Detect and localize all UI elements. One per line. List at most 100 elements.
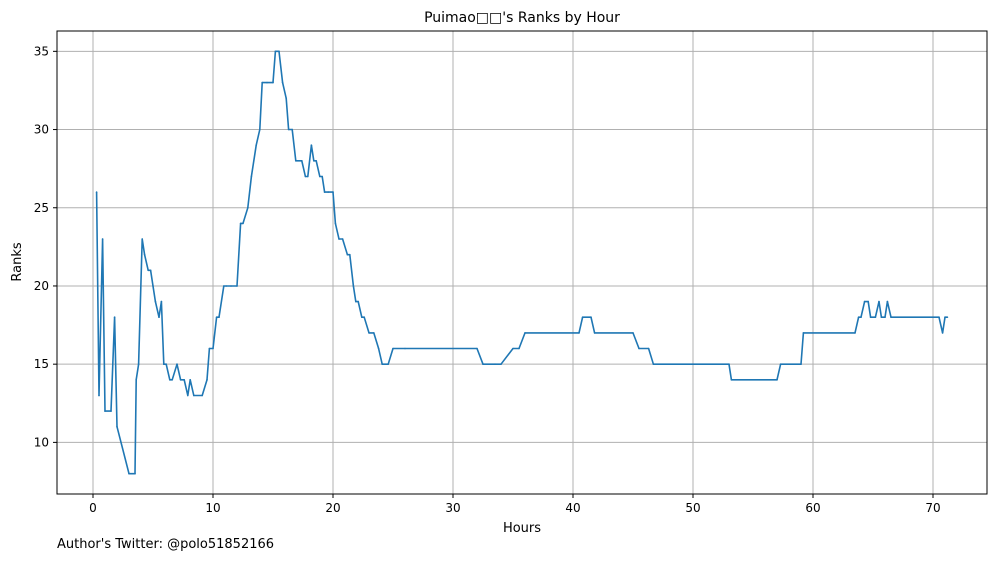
rank-data-point [272, 81, 274, 84]
y-tick-label: 10 [34, 435, 49, 449]
rank-data-point [647, 347, 650, 350]
rank-data-point [239, 222, 242, 225]
rank-data-point [392, 347, 394, 350]
x-axis-label: Hours [503, 521, 541, 536]
plot-frame [56, 30, 988, 495]
rank-data-point [476, 347, 478, 350]
rank-data-point [215, 316, 218, 319]
rank-data-point [880, 316, 883, 319]
rank-data-point [110, 410, 112, 412]
rank-data-point [867, 300, 869, 303]
rank-data-point [854, 332, 856, 334]
rank-data-point [494, 363, 496, 366]
rank-data-point [247, 207, 249, 209]
rank-data-point [349, 253, 351, 256]
y-tick-label: 15 [34, 357, 49, 371]
rank-data-point [295, 160, 297, 162]
rank-data-point [206, 379, 208, 381]
rank-data-point [104, 410, 106, 412]
rank-data-point [346, 253, 349, 256]
rank-data-point [632, 332, 634, 334]
rank-data-point [946, 316, 949, 319]
rank-data-point [327, 191, 330, 193]
rank-data-point [878, 300, 880, 303]
rank-data-point [941, 332, 944, 334]
rank-data-point [357, 300, 360, 303]
rank-data-point [321, 175, 324, 178]
rank-data-point [304, 175, 307, 178]
rank-data-point [944, 316, 946, 319]
rank-data-point [593, 332, 596, 334]
y-tick-label: 20 [34, 279, 49, 293]
rank-data-point [113, 316, 116, 319]
x-tick-label: 30 [445, 501, 460, 515]
rank-data-point [98, 394, 100, 397]
rank-data-point [147, 269, 149, 272]
rank-data-point [230, 285, 232, 287]
rank-data-point [208, 347, 211, 350]
rank-data-point [135, 379, 137, 381]
rank-data-point [128, 472, 130, 475]
rank-data-point [291, 128, 294, 131]
rank-data-point [381, 363, 384, 366]
grid-lines [57, 31, 987, 494]
rank-data-point [176, 363, 178, 366]
rank-data-point [154, 300, 157, 303]
rank-data-point [332, 191, 334, 193]
rank-data-point [134, 472, 136, 475]
rank-data-point [250, 175, 253, 178]
rank-data-point [259, 128, 261, 131]
rank-data-point [236, 285, 238, 287]
rank-data-point [377, 347, 380, 350]
chart-title: Puimao□□'s Ranks by Hour [424, 10, 620, 26]
x-tick-label: 50 [685, 501, 700, 515]
rank-data-point [287, 128, 290, 131]
rank-data-point [158, 316, 160, 319]
author-credit: Author's Twitter: @polo51852166 [57, 537, 275, 552]
rank-data-point [863, 300, 866, 303]
rank-data-point [368, 332, 370, 334]
x-tick-label: 10 [205, 501, 220, 515]
rank-data-point [500, 363, 502, 366]
rank-data-point [361, 316, 363, 319]
rank-data-point [285, 97, 288, 100]
rank-data-point [310, 144, 313, 146]
y-axis-label: Ranks [10, 242, 25, 281]
rank-data-point [169, 379, 171, 381]
rank-data-point [352, 285, 355, 287]
rank-data-point [581, 316, 584, 319]
rank-data-point [95, 191, 98, 193]
rank-data-point [404, 347, 406, 350]
rank-data-point [319, 175, 321, 178]
rank-data-point [341, 238, 344, 240]
rank-data-point [301, 160, 303, 162]
rank-data-point [518, 347, 520, 350]
rank-data-point [163, 363, 165, 366]
rank-data-point [218, 316, 220, 319]
rank-data-point [524, 332, 526, 334]
rank-data-point [242, 222, 244, 225]
rank-data-point [266, 81, 268, 84]
x-tick-label: 0 [89, 501, 97, 515]
rank-data-point [225, 285, 227, 287]
rank-data-point [152, 285, 154, 287]
rank-data-point [281, 81, 284, 84]
rank-data-point [160, 300, 163, 303]
rank-data-point [313, 160, 315, 162]
rank-data-point [183, 379, 185, 381]
rank-data-point [884, 316, 886, 319]
rank-data-point [143, 253, 146, 256]
rank-data-point [779, 363, 782, 366]
rank-data-point [373, 332, 375, 334]
y-tick-label: 25 [34, 201, 49, 215]
rank-data-point [116, 425, 118, 428]
rank-data-point [355, 300, 357, 303]
rank-data-point [578, 332, 580, 334]
plot-area [95, 50, 949, 475]
rank-data-point [179, 379, 182, 381]
rank-data-point [802, 332, 805, 334]
rank-data-point [890, 316, 892, 319]
rank-data-point [315, 160, 318, 162]
rank-data-point [193, 394, 195, 397]
x-tick-label: 70 [925, 501, 940, 515]
